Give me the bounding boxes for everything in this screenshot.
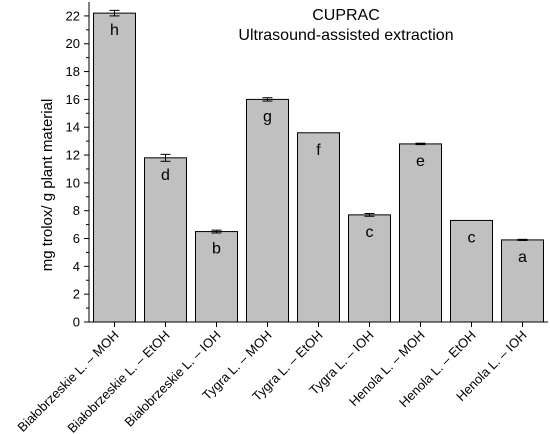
y-tick-label: 4	[73, 259, 80, 274]
significance-letter: c	[468, 229, 476, 246]
significance-letter: f	[316, 142, 321, 159]
significance-letter: h	[110, 22, 119, 39]
bars: h d b g f c e c a	[93, 9, 544, 323]
y-tick-label: 6	[73, 231, 80, 246]
chart-subtitle: Ultrasound-assisted extraction	[238, 27, 453, 44]
significance-letter: g	[263, 108, 272, 125]
y-tick-label: 10	[66, 175, 80, 190]
y-tick-label: 8	[73, 203, 80, 218]
significance-letter: b	[212, 241, 221, 258]
y-tick-label: 22	[66, 8, 80, 23]
y-axis-label: mg trolox/ g plant material	[39, 99, 56, 272]
bar	[297, 132, 340, 323]
chart-title: CUPRAC	[312, 7, 380, 24]
significance-letter: c	[366, 224, 374, 241]
y-tick-label: 14	[66, 120, 80, 135]
y-tick-label: 16	[66, 92, 80, 107]
y-tick-label: 12	[66, 148, 80, 163]
bar	[93, 12, 136, 323]
y-tick-label: 2	[73, 287, 80, 302]
y-axis-ticks: 0 2 4 6 8 10 12 14 16 18 20 22	[66, 8, 89, 330]
y-tick-label: 18	[66, 64, 80, 79]
x-tick-label: Białobrzeskie L. – IOH	[122, 328, 224, 430]
bar	[399, 143, 442, 323]
bar	[195, 231, 238, 323]
bar	[348, 214, 391, 323]
bar	[246, 98, 289, 323]
significance-letter: a	[518, 249, 527, 266]
y-tick-label: 20	[66, 36, 80, 51]
significance-letter: d	[161, 167, 170, 184]
bar	[450, 219, 493, 323]
bar	[501, 239, 544, 323]
x-tick-label: Białobrzeskie L. – EtOH	[64, 328, 172, 434]
y-tick-label: 0	[73, 315, 80, 330]
x-tick-label: Białobrzeskie L. – MOH	[14, 328, 121, 434]
significance-letter: e	[416, 153, 425, 170]
